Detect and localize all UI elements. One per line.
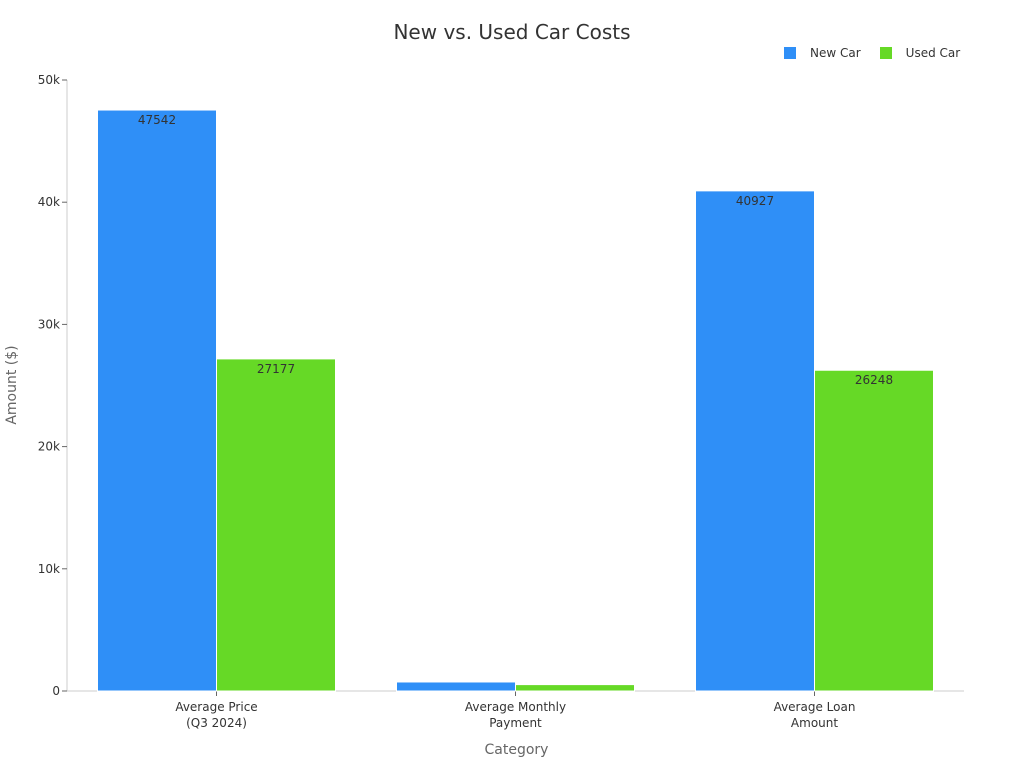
y-tick-label: 40k	[38, 195, 60, 209]
y-tick-label: 10k	[38, 562, 60, 576]
chart-title: New vs. Used Car Costs	[393, 20, 631, 44]
bar-new-car[interactable]	[97, 109, 217, 692]
y-axis-label: Amount ($)	[4, 345, 20, 425]
y-tick-label: 50k	[38, 73, 60, 87]
bar-new-car[interactable]	[396, 681, 516, 692]
bar-value-label: 26248	[855, 373, 893, 387]
x-tick-label: Amount	[791, 716, 838, 730]
legend-label-used-car: Used Car	[905, 46, 961, 60]
bar-value-label: 40927	[736, 194, 774, 208]
x-tick-label: Average Price	[175, 700, 257, 714]
legend-item-new-car[interactable]: New Car	[784, 46, 861, 60]
x-tick-label: Payment	[489, 716, 542, 730]
x-tick-label: (Q3 2024)	[186, 716, 247, 730]
bar-used-car[interactable]	[515, 684, 635, 692]
x-tick-label: Average Loan	[774, 700, 856, 714]
legend-swatch-used-car	[879, 47, 892, 59]
bar-new-car[interactable]	[695, 190, 815, 692]
legend-label-new-car: New Car	[810, 46, 861, 60]
legend-swatch-new-car	[784, 47, 796, 59]
bar-value-label: 27177	[257, 362, 295, 376]
bar-used-car[interactable]	[216, 358, 336, 692]
legend: New Car Used Car	[784, 46, 979, 60]
x-tick-label: Average Monthly	[465, 700, 566, 714]
bar-value-label: 47542	[138, 113, 176, 127]
legend-item-used-car[interactable]: Used Car	[879, 46, 961, 60]
y-tick-label: 30k	[38, 317, 60, 331]
y-tick-label: 20k	[38, 440, 60, 454]
bar-used-car[interactable]	[814, 369, 934, 692]
y-tick-label: 0	[52, 684, 60, 698]
x-axis-label: Category	[484, 742, 549, 758]
